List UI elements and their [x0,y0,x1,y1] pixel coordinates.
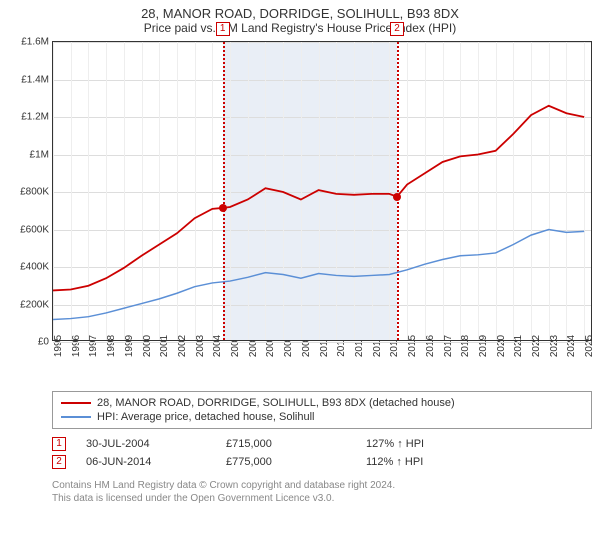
x-axis-labels: 1995199619971998199920002001200220032004… [53,342,591,382]
y-tick-label: £1.6M [21,37,49,48]
y-tick-label: £0 [38,337,49,348]
event-date: 30-JUL-2004 [86,438,226,450]
series-line [53,230,584,320]
y-tick-label: £200K [20,299,49,310]
y-tick-label: £1.2M [21,112,49,123]
event-price: £775,000 [226,456,366,468]
event-number: 1 [52,437,66,451]
footer-line: Contains HM Land Registry data © Crown c… [52,479,592,492]
legend-label: HPI: Average price, detached house, Soli… [97,411,315,423]
series-svg [53,42,593,342]
footer-line: This data is licensed under the Open Gov… [52,492,592,505]
legend-swatch [61,402,91,404]
series-line [53,106,584,291]
y-tick-label: £800K [20,187,49,198]
event-price: £715,000 [226,438,366,450]
event-box: 1 [216,22,230,36]
y-tick-label: £600K [20,224,49,235]
gridline-h [53,342,591,343]
event-number: 2 [52,455,66,469]
legend-item: 28, MANOR ROAD, DORRIDGE, SOLIHULL, B93 … [61,396,583,410]
event-box: 2 [390,22,404,36]
y-tick-label: £400K [20,262,49,273]
chart-title: 28, MANOR ROAD, DORRIDGE, SOLIHULL, B93 … [10,6,590,21]
event-date: 06-JUN-2014 [86,456,226,468]
chart-container: 28, MANOR ROAD, DORRIDGE, SOLIHULL, B93 … [0,0,600,515]
y-tick-label: £1.4M [21,74,49,85]
legend: 28, MANOR ROAD, DORRIDGE, SOLIHULL, B93 … [52,391,592,429]
event-row: 2 06-JUN-2014 £775,000 112% ↑ HPI [52,453,592,471]
y-tick-label: £1M [30,149,49,160]
event-table: 1 30-JUL-2004 £715,000 127% ↑ HPI 2 06-J… [52,435,592,471]
legend-swatch [61,416,91,418]
plot-area: £0£200K£400K£600K£800K£1M£1.2M£1.4M£1.6M… [52,41,592,341]
y-axis-labels: £0£200K£400K£600K£800K£1M£1.2M£1.4M£1.6M [11,42,51,340]
event-hpi: 112% ↑ HPI [366,456,506,468]
chart-subtitle: Price paid vs. HM Land Registry's House … [10,21,590,35]
event-hpi: 127% ↑ HPI [366,438,506,450]
legend-label: 28, MANOR ROAD, DORRIDGE, SOLIHULL, B93 … [97,397,455,409]
footer-note: Contains HM Land Registry data © Crown c… [52,479,592,505]
legend-item: HPI: Average price, detached house, Soli… [61,410,583,424]
event-row: 1 30-JUL-2004 £715,000 127% ↑ HPI [52,435,592,453]
